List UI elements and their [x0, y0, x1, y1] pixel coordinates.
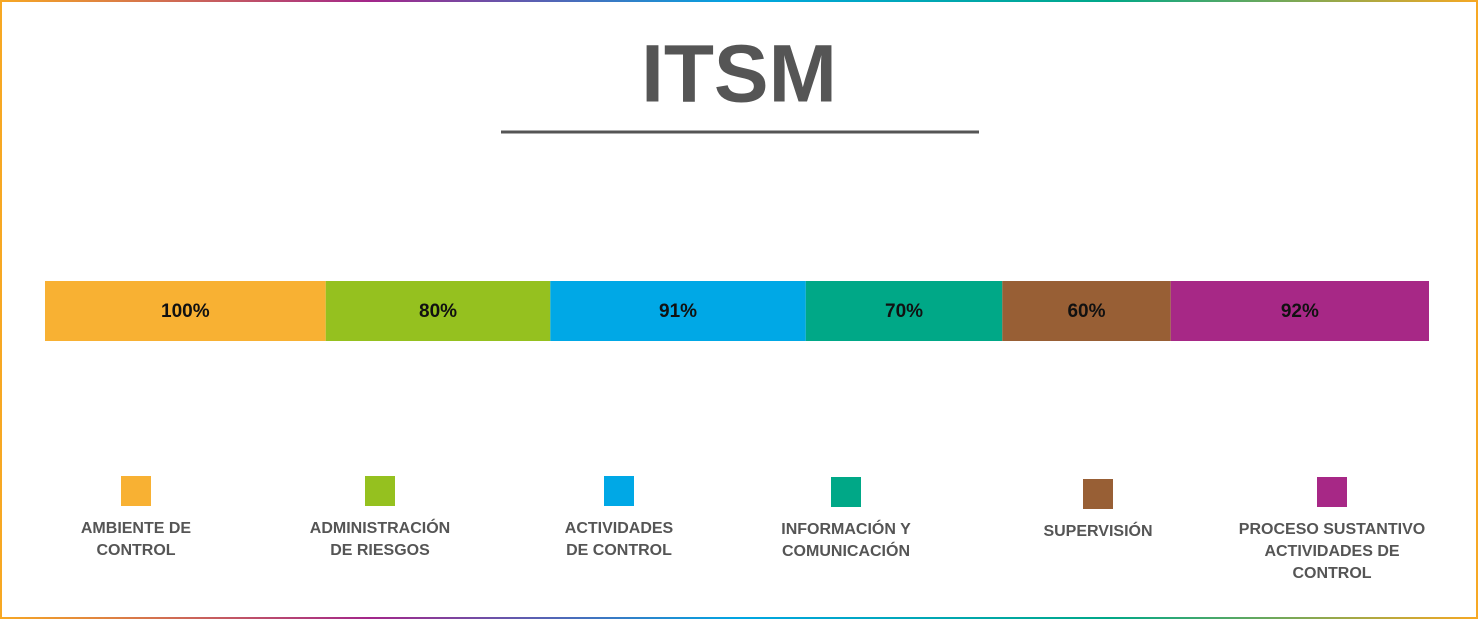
legend-swatch	[121, 476, 151, 506]
legend-item: ADMINISTRACIÓN DE RIESGOS	[275, 476, 485, 562]
data-label: 80%	[419, 301, 457, 322]
bar-segment	[45, 281, 326, 341]
bar-segment	[805, 281, 1003, 341]
data-label: 70%	[885, 301, 923, 322]
legend-swatch	[831, 477, 861, 507]
data-label: 100%	[161, 301, 210, 322]
legend-item: AMBIENTE DE CONTROL	[31, 476, 241, 562]
bar-segment	[1170, 281, 1429, 341]
legend-label: SUPERVISIÓN	[1043, 523, 1153, 540]
legend-item: ACTIVIDADES DE CONTROL	[514, 476, 724, 562]
legend-swatch	[1317, 477, 1347, 507]
legend-label: ACTIVIDADES DE CONTROL	[564, 520, 674, 559]
legend-label: AMBIENTE DE CONTROL	[80, 520, 192, 559]
legend-label: ADMINISTRACIÓN DE RIESGOS	[309, 520, 451, 559]
bar-segment	[325, 281, 551, 341]
legend-item: SUPERVISIÓN	[993, 479, 1203, 543]
legend-item: PROCESO SUSTANTIVO ACTIVIDADES DE CONTRO…	[1227, 477, 1437, 585]
data-label: 60%	[1067, 301, 1105, 322]
legend-label: INFORMACIÓN Y COMUNICACIÓN	[781, 521, 911, 560]
data-label: 92%	[1281, 301, 1319, 322]
legend-item: INFORMACIÓN Y COMUNICACIÓN	[741, 477, 951, 563]
data-label: 91%	[659, 301, 697, 322]
legend-label: PROCESO SUSTANTIVO ACTIVIDADES DE CONTRO…	[1238, 521, 1426, 582]
legend-swatch	[604, 476, 634, 506]
bar-segment	[550, 281, 806, 341]
legend-swatch	[365, 476, 395, 506]
legend-swatch	[1083, 479, 1113, 509]
chart-title: ITSM	[641, 29, 837, 120]
bar-segment	[1002, 281, 1171, 341]
